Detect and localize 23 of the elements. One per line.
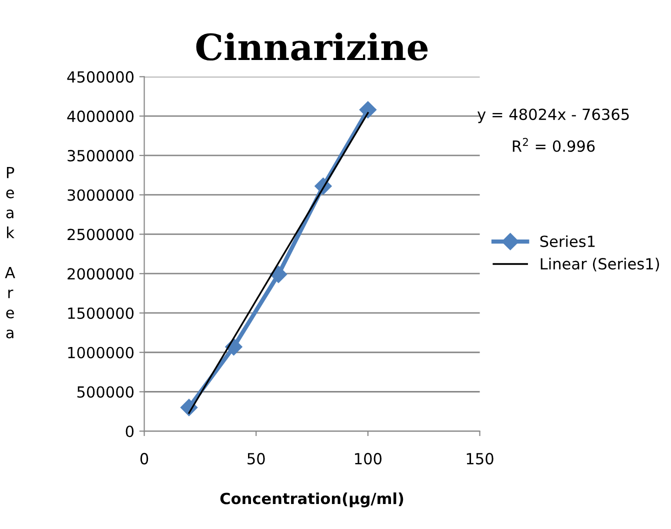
text: Peak Area — [4, 166, 16, 338]
x-tick-label: 0 — [140, 452, 148, 464]
x-tick-label: 100 — [355, 452, 382, 464]
y-tick-label: 4000000 — [67, 110, 134, 122]
annotation: y = 48024x - 76365 — [478, 108, 629, 124]
y-tick-label: 4500000 — [67, 71, 134, 83]
text: R$^{2}$ = 0.996 — [512, 138, 595, 152]
chart-title: Cinnarizine — [196, 32, 428, 61]
legend-label: Linear (Series1) — [540, 258, 659, 272]
x-tick-label: 150 — [466, 452, 494, 464]
y-tick-label: 2000000 — [68, 268, 134, 280]
y-tick-label: 0 — [126, 426, 134, 438]
y-tick-label: 1500000 — [68, 307, 134, 320]
point — [270, 266, 288, 283]
y-tick-label: 500000 — [77, 386, 134, 398]
point — [359, 101, 376, 118]
y-tick-label: 3000000 — [68, 189, 134, 201]
x-axis-title: Concentration(μg/ml) — [220, 492, 404, 508]
legend-label: Series1 — [540, 235, 595, 248]
y-tick-label: 1000000 — [68, 346, 134, 358]
y-tick-label: 2500000 — [68, 228, 134, 240]
x-tick-label: 50 — [248, 452, 265, 464]
y-tick-label: 3500000 — [68, 150, 134, 162]
